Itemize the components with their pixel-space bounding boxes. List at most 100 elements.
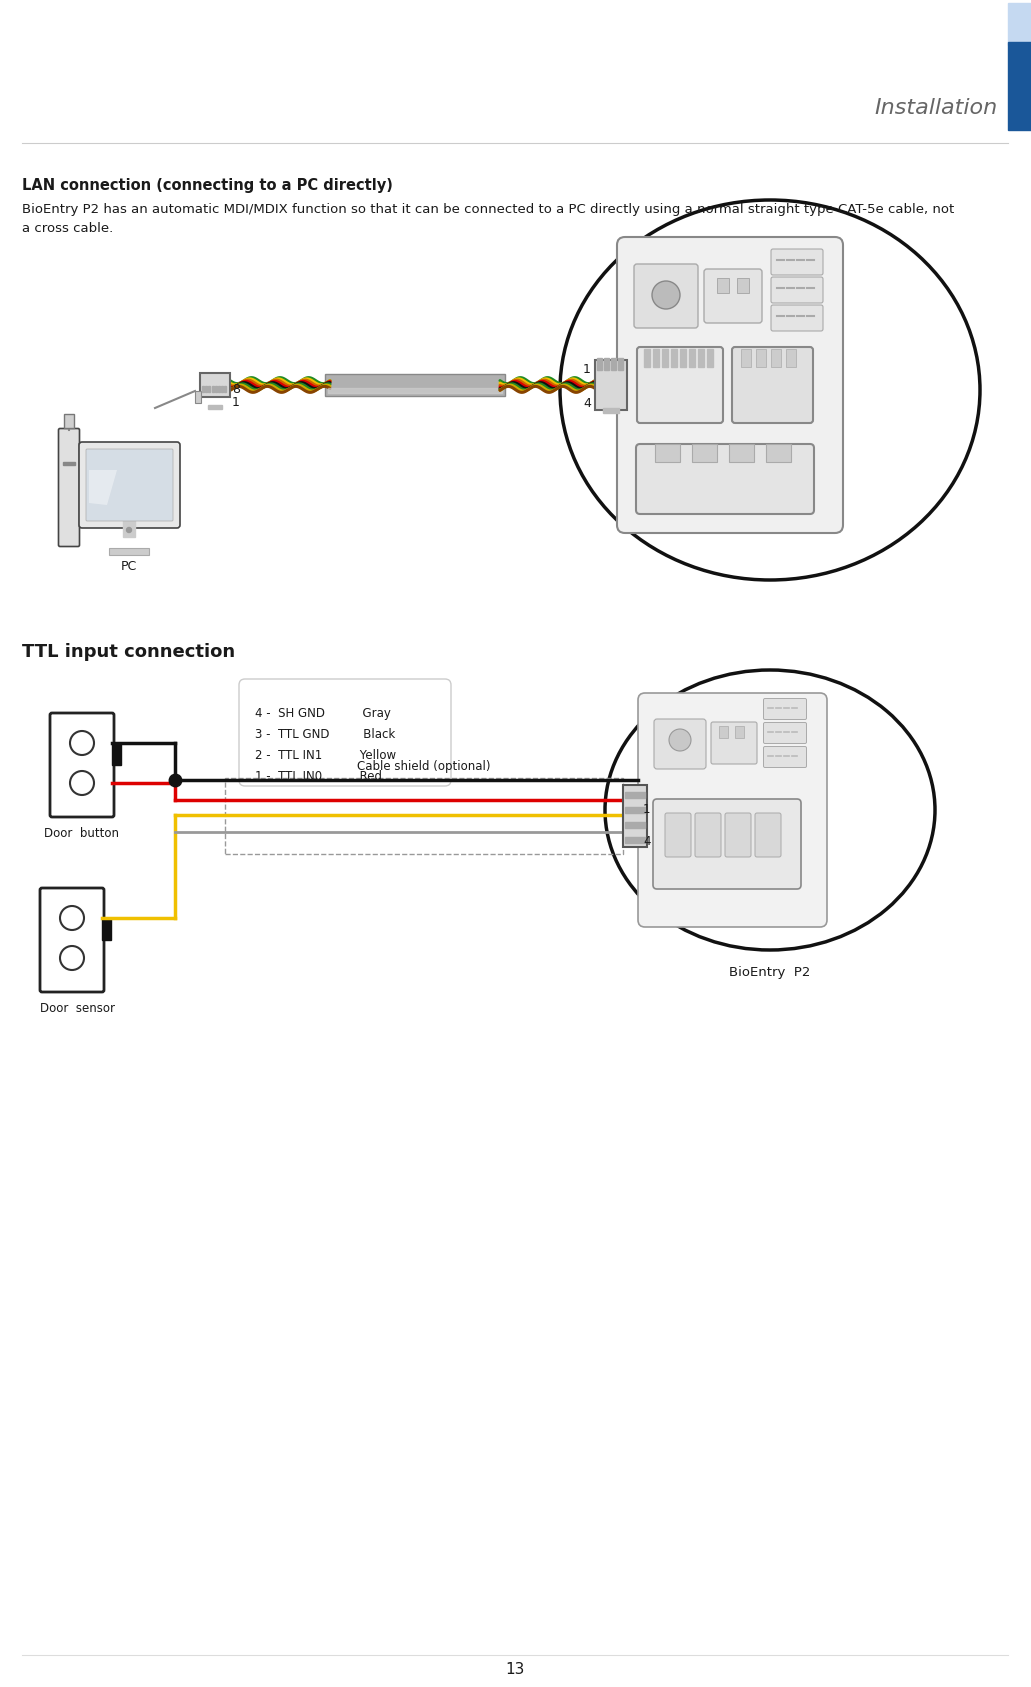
FancyBboxPatch shape xyxy=(771,250,823,275)
Circle shape xyxy=(652,282,680,309)
FancyBboxPatch shape xyxy=(665,813,691,857)
Text: 4: 4 xyxy=(584,396,591,410)
Bar xyxy=(689,349,695,368)
Bar xyxy=(225,778,623,854)
Text: 3 -  TTL GND         Black: 3 - TTL GND Black xyxy=(255,729,395,741)
FancyBboxPatch shape xyxy=(40,887,104,992)
Text: Door  sensor: Door sensor xyxy=(40,1002,115,1016)
Bar xyxy=(707,349,713,368)
Bar xyxy=(618,358,623,369)
Bar xyxy=(63,462,75,466)
Bar xyxy=(202,386,204,391)
Bar xyxy=(623,784,647,847)
Circle shape xyxy=(669,729,691,751)
Text: 1: 1 xyxy=(643,803,651,817)
FancyBboxPatch shape xyxy=(755,813,781,857)
FancyBboxPatch shape xyxy=(771,277,823,304)
FancyBboxPatch shape xyxy=(704,268,762,322)
Ellipse shape xyxy=(605,670,935,950)
Bar xyxy=(611,358,616,369)
Text: Installation: Installation xyxy=(874,98,998,118)
Bar xyxy=(225,386,227,391)
Bar xyxy=(655,444,680,462)
Text: Door  button: Door button xyxy=(44,827,120,840)
Text: 2 -  TTL IN1          Yellow: 2 - TTL IN1 Yellow xyxy=(255,749,396,763)
Circle shape xyxy=(70,730,94,756)
FancyBboxPatch shape xyxy=(638,693,827,926)
Bar xyxy=(195,391,201,403)
Circle shape xyxy=(60,906,84,930)
Text: BioEntry P2 has an automatic MDI/MDIX function so that it can be connected to a : BioEntry P2 has an automatic MDI/MDIX fu… xyxy=(22,202,955,234)
Bar xyxy=(771,349,781,368)
FancyBboxPatch shape xyxy=(653,800,801,889)
Bar xyxy=(597,358,602,369)
Bar xyxy=(205,386,207,391)
Bar xyxy=(1008,42,1031,130)
FancyBboxPatch shape xyxy=(634,263,698,327)
Text: Cable shield (optional): Cable shield (optional) xyxy=(358,761,491,773)
Bar xyxy=(102,918,111,940)
FancyBboxPatch shape xyxy=(711,722,757,764)
FancyBboxPatch shape xyxy=(637,348,723,423)
FancyBboxPatch shape xyxy=(617,236,843,533)
Bar xyxy=(211,386,213,391)
Bar xyxy=(109,548,149,555)
Text: LAN connection (connecting to a PC directly): LAN connection (connecting to a PC direc… xyxy=(22,179,393,192)
Bar xyxy=(208,386,210,391)
Bar xyxy=(766,444,791,462)
Bar xyxy=(64,413,74,428)
FancyBboxPatch shape xyxy=(764,698,806,719)
Bar xyxy=(680,349,686,368)
Bar xyxy=(200,373,230,396)
Bar xyxy=(729,444,754,462)
Bar xyxy=(325,375,505,396)
FancyBboxPatch shape xyxy=(59,428,79,547)
FancyBboxPatch shape xyxy=(654,719,706,769)
FancyBboxPatch shape xyxy=(636,444,814,515)
Bar xyxy=(625,791,645,798)
Bar xyxy=(218,386,220,391)
Circle shape xyxy=(127,528,132,533)
FancyBboxPatch shape xyxy=(49,714,114,817)
FancyBboxPatch shape xyxy=(732,348,813,423)
FancyBboxPatch shape xyxy=(86,449,173,521)
Bar xyxy=(692,444,717,462)
Bar xyxy=(662,349,668,368)
Polygon shape xyxy=(89,471,117,504)
Bar xyxy=(717,278,729,294)
Bar xyxy=(604,358,609,369)
Bar xyxy=(123,520,135,536)
Bar xyxy=(625,822,645,828)
Text: 1: 1 xyxy=(584,363,591,376)
Bar xyxy=(625,837,645,844)
Bar xyxy=(719,725,728,737)
FancyBboxPatch shape xyxy=(695,813,721,857)
Bar xyxy=(756,349,766,368)
Bar xyxy=(671,349,677,368)
Text: PC: PC xyxy=(121,560,137,574)
FancyBboxPatch shape xyxy=(725,813,751,857)
FancyBboxPatch shape xyxy=(79,442,180,528)
Text: BioEntry  P2: BioEntry P2 xyxy=(729,967,810,978)
Circle shape xyxy=(60,946,84,970)
Text: 8: 8 xyxy=(232,383,240,396)
FancyBboxPatch shape xyxy=(764,747,806,768)
Text: TTL input connection: TTL input connection xyxy=(22,643,235,661)
Text: 4: 4 xyxy=(643,835,651,849)
Text: 1: 1 xyxy=(232,396,240,408)
Bar xyxy=(112,742,121,764)
Bar xyxy=(625,806,645,813)
Bar xyxy=(595,359,627,410)
Ellipse shape xyxy=(560,201,980,580)
Bar xyxy=(644,349,650,368)
Bar xyxy=(698,349,704,368)
Text: 4 -  SH GND          Gray: 4 - SH GND Gray xyxy=(255,707,391,720)
Circle shape xyxy=(70,771,94,795)
Bar xyxy=(603,408,619,413)
Text: 1 -  TTL IN0          Red: 1 - TTL IN0 Red xyxy=(255,769,383,783)
Bar xyxy=(222,386,223,391)
Text: 13: 13 xyxy=(505,1662,525,1677)
Bar xyxy=(328,388,502,393)
FancyBboxPatch shape xyxy=(239,678,451,786)
Bar xyxy=(786,349,796,368)
